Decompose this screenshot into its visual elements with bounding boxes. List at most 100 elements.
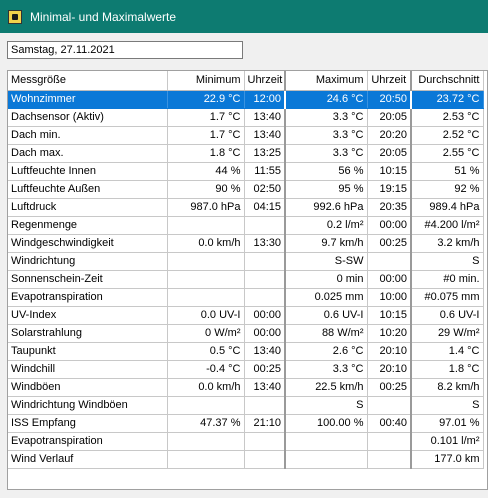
col-header-minimum[interactable]: Minimum xyxy=(167,71,245,91)
date-field[interactable]: Samstag, 27.11.2021 xyxy=(7,41,243,59)
cell-messgroesse: Windrichtung xyxy=(8,252,168,271)
col-header-maximum[interactable]: Maximum xyxy=(285,71,368,91)
window-title: Minimal- und Maximalwerte xyxy=(30,9,177,24)
col-header-durchschnitt[interactable]: Durchschnitt xyxy=(411,71,484,91)
cell-durchschnitt: 1.8 °C xyxy=(411,360,484,379)
cell-maximum: 22.5 km/h xyxy=(285,378,368,397)
cell-minimum: 0.0 km/h xyxy=(167,234,245,253)
cell-messgroesse: Windrichtung Windböen xyxy=(8,396,168,415)
col-header-uhrzeit-min[interactable]: Uhrzeit xyxy=(244,71,286,91)
cell-uhrzeit-min xyxy=(244,396,286,415)
cell-maximum: 0 min xyxy=(285,270,368,289)
cell-uhrzeit-max: 10:15 xyxy=(367,162,412,181)
cell-minimum: 44 % xyxy=(167,162,245,181)
cell-uhrzeit-max: 10:15 xyxy=(367,306,412,325)
table-row[interactable]: Sonnenschein-Zeit 0 min 00:00 #0 min. xyxy=(8,270,484,289)
cell-uhrzeit-max: 00:00 xyxy=(367,216,412,235)
table-row[interactable]: Windchill -0.4 °C 00:25 3.3 °C 20:10 1.8 °C xyxy=(8,360,484,379)
cell-uhrzeit-max: 00:40 xyxy=(367,414,412,433)
app-icon xyxy=(8,9,22,24)
cell-uhrzeit-min: 02:50 xyxy=(244,180,286,199)
cell-messgroesse: Sonnenschein-Zeit xyxy=(8,270,168,289)
table-row[interactable]: Windböen 0.0 km/h 13:40 22.5 km/h 00:25 8.2 k… xyxy=(8,378,484,397)
table-row[interactable]: Regenmenge 0.2 l/m² 00:00 #4.200 l/m² xyxy=(8,216,484,235)
cell-uhrzeit-max xyxy=(367,450,412,469)
cell-messgroesse: Dach max. xyxy=(8,144,168,163)
cell-minimum: 987.0 hPa xyxy=(167,198,245,217)
table-row[interactable]: Windrichtung Windböen S S xyxy=(8,396,484,415)
table-row[interactable]: Luftdruck 987.0 hPa 04:15 992.6 hPa 20:35 989… xyxy=(8,198,484,217)
cell-minimum: 0.5 °C xyxy=(167,342,245,361)
table-row[interactable]: Windrichtung S-SW S xyxy=(8,252,484,271)
col-header-uhrzeit-max[interactable]: Uhrzeit xyxy=(367,71,412,91)
table-row[interactable]: Taupunkt 0.5 °C 13:40 2.6 °C 20:10 1.4 °C xyxy=(8,342,484,361)
table-row[interactable]: Evapotranspiration 0.025 mm 10:00 #0.075 mm xyxy=(8,288,484,307)
cell-durchschnitt: 97.01 % xyxy=(411,414,484,433)
cell-uhrzeit-min xyxy=(244,252,286,271)
cell-durchschnitt: 989.4 hPa xyxy=(411,198,484,217)
cell-messgroesse: Regenmenge xyxy=(8,216,168,235)
cell-minimum xyxy=(167,396,245,415)
cell-maximum: 100.00 % xyxy=(285,414,368,433)
cell-uhrzeit-max: 20:10 xyxy=(367,342,412,361)
table-row[interactable]: Evapotranspiration 0.101 l/m² xyxy=(8,432,484,451)
cell-messgroesse: Luftdruck xyxy=(8,198,168,217)
cell-uhrzeit-min xyxy=(244,450,286,469)
cell-maximum xyxy=(285,432,368,451)
cell-minimum: 0.0 km/h xyxy=(167,378,245,397)
cell-maximum: 56 % xyxy=(285,162,368,181)
cell-durchschnitt: 1.4 °C xyxy=(411,342,484,361)
cell-maximum: 3.3 °C xyxy=(285,144,368,163)
table-row[interactable]: UV-Index 0.0 UV-I 00:00 0.6 UV-I 10:15 0.6 UV… xyxy=(8,306,484,325)
table-row[interactable]: Dach max. 1.8 °C 13:25 3.3 °C 20:05 2.55 °C xyxy=(8,144,484,163)
cell-durchschnitt: 0.6 UV-I xyxy=(411,306,484,325)
table-row[interactable]: Windgeschwindigkeit 0.0 km/h 13:30 9.7 km/h… xyxy=(8,234,484,253)
cell-uhrzeit-max: 20:05 xyxy=(367,144,412,163)
cell-maximum xyxy=(285,450,368,469)
cell-uhrzeit-max xyxy=(367,252,412,271)
cell-messgroesse: Solarstrahlung xyxy=(8,324,168,343)
cell-uhrzeit-min xyxy=(244,288,286,307)
cell-uhrzeit-min: 13:25 xyxy=(244,144,286,163)
cell-minimum: 90 % xyxy=(167,180,245,199)
cell-durchschnitt: 3.2 km/h xyxy=(411,234,484,253)
cell-uhrzeit-max: 19:15 xyxy=(367,180,412,199)
cell-uhrzeit-min xyxy=(244,432,286,451)
table-row[interactable]: Dachsensor (Aktiv) 1.7 °C 13:40 3.3 °C 20:05… xyxy=(8,108,484,127)
cell-uhrzeit-min: 13:40 xyxy=(244,378,286,397)
table-row[interactable]: Dach min. 1.7 °C 13:40 3.3 °C 20:20 2.52 °C xyxy=(8,126,484,145)
cell-messgroesse: Wohnzimmer xyxy=(8,90,168,109)
col-header-messgroesse[interactable]: Messgröße xyxy=(8,71,168,91)
cell-durchschnitt: 29 W/m² xyxy=(411,324,484,343)
table-row[interactable]: Solarstrahlung 0 W/m² 00:00 88 W/m² 10:20 29 … xyxy=(8,324,484,343)
cell-messgroesse: Taupunkt xyxy=(8,342,168,361)
cell-messgroesse: Windböen xyxy=(8,378,168,397)
cell-minimum: 47.37 % xyxy=(167,414,245,433)
cell-messgroesse: Dach min. xyxy=(8,126,168,145)
cell-uhrzeit-max: 00:25 xyxy=(367,234,412,253)
table-row[interactable]: Wohnzimmer 22.9 °C 12:00 24.6 °C 20:50 23.72 … xyxy=(8,90,484,109)
cell-messgroesse: Luftfeuchte Innen xyxy=(8,162,168,181)
cell-maximum: 88 W/m² xyxy=(285,324,368,343)
cell-durchschnitt: 177.0 km xyxy=(411,450,484,469)
cell-maximum: 3.3 °C xyxy=(285,108,368,127)
cell-maximum: 9.7 km/h xyxy=(285,234,368,253)
cell-uhrzeit-max: 00:25 xyxy=(367,378,412,397)
cell-uhrzeit-min: 12:00 xyxy=(244,90,286,109)
values-grid[interactable]: Messgröße Minimum Uhrzeit Maximum Uhrzei… xyxy=(7,70,488,490)
cell-uhrzeit-min: 13:40 xyxy=(244,126,286,145)
cell-uhrzeit-max xyxy=(367,396,412,415)
cell-messgroesse: Wind Verlauf xyxy=(8,450,168,469)
cell-minimum xyxy=(167,450,245,469)
cell-minimum xyxy=(167,252,245,271)
cell-durchschnitt: S xyxy=(411,396,484,415)
cell-minimum xyxy=(167,288,245,307)
cell-minimum xyxy=(167,270,245,289)
table-row[interactable]: ISS Empfang 47.37 % 21:10 100.00 % 00:40 97.0… xyxy=(8,414,484,433)
cell-maximum: 24.6 °C xyxy=(285,90,368,109)
table-row[interactable]: Luftfeuchte Innen 44 % 11:55 56 % 10:15 51 % xyxy=(8,162,484,181)
cell-maximum: 95 % xyxy=(285,180,368,199)
table-row[interactable]: Luftfeuchte Außen 90 % 02:50 95 % 19:15 92 % xyxy=(8,180,484,199)
table-row[interactable]: Wind Verlauf 177.0 km xyxy=(8,450,484,469)
cell-minimum: 1.7 °C xyxy=(167,126,245,145)
